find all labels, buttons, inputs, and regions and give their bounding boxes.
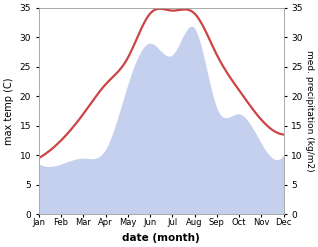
Y-axis label: med. precipitation (kg/m2): med. precipitation (kg/m2) bbox=[305, 50, 314, 172]
Y-axis label: max temp (C): max temp (C) bbox=[4, 77, 14, 145]
X-axis label: date (month): date (month) bbox=[122, 233, 200, 243]
